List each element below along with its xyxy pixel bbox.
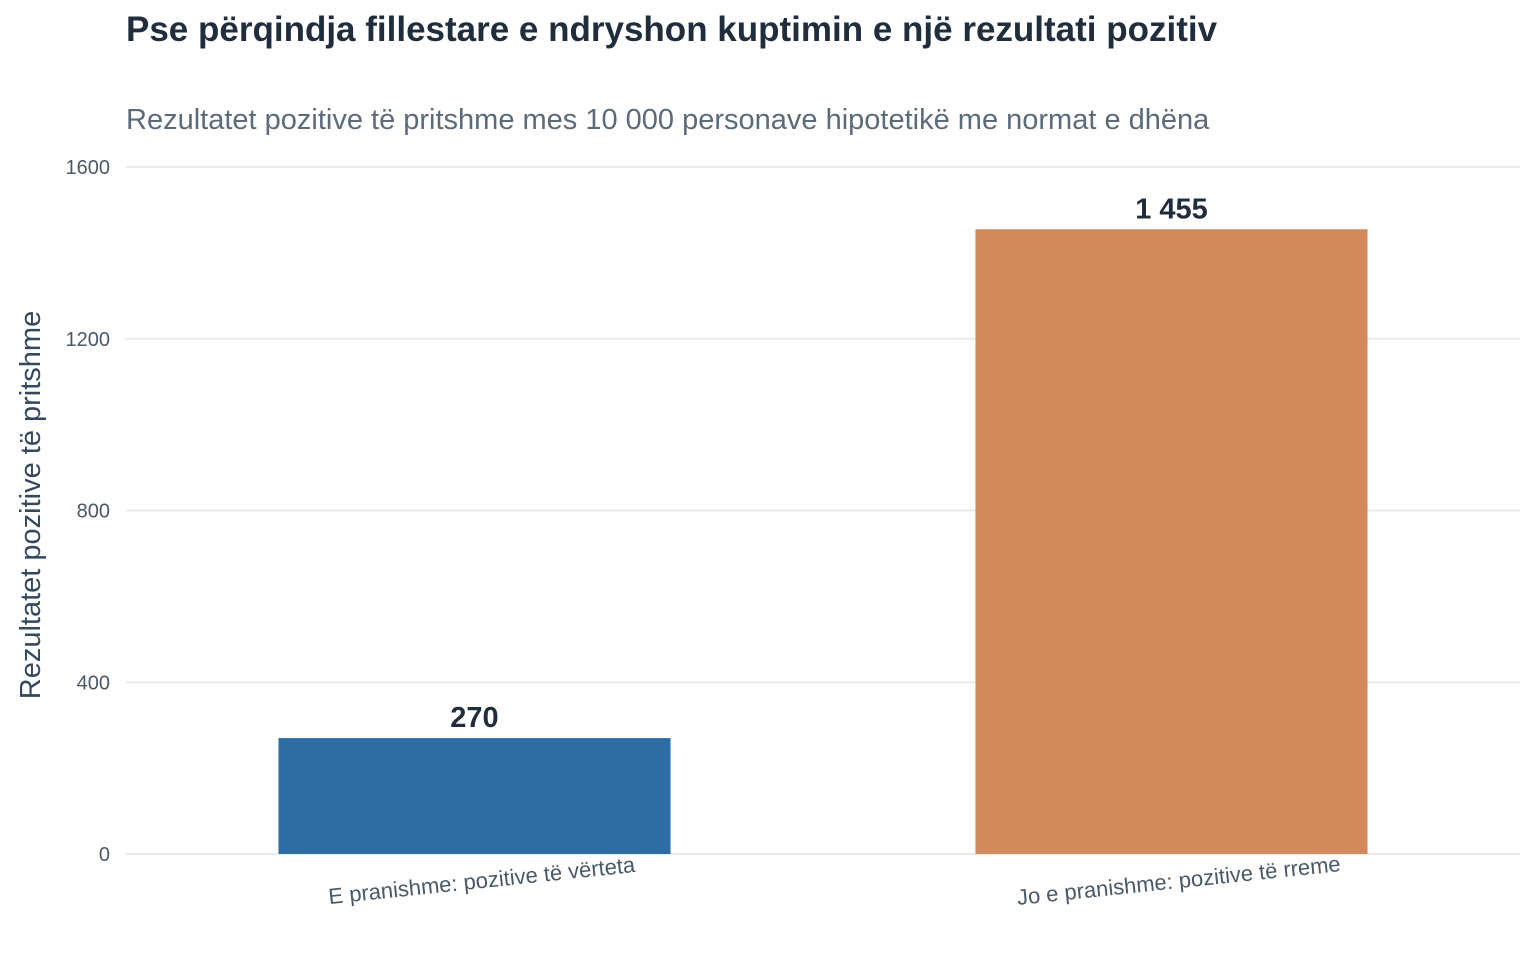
chart-subtitle: Rezultatet pozitive të pritshme mes 10 0…: [126, 104, 1210, 136]
x-tick-label: E pranishme: pozitive të vërteta: [327, 852, 637, 909]
y-tick-label: 1600: [66, 157, 111, 179]
bar-value-label: 270: [450, 702, 498, 734]
y-tick-label: 0: [99, 844, 110, 866]
y-tick-label: 400: [77, 672, 110, 694]
bar: [278, 738, 671, 854]
bar-value-label: 1 455: [1135, 193, 1208, 225]
chart-title: Pse përqindja fillestare e ndryshon kupt…: [126, 10, 1218, 49]
bar: [975, 229, 1368, 854]
bars: [278, 229, 1368, 854]
y-tick-label: 800: [77, 501, 110, 523]
x-axis-ticks: E pranishme: pozitive të vërteta Jo e pra…: [327, 851, 1342, 910]
x-tick-label: Jo e pranishme: pozitive të rreme: [1016, 851, 1342, 910]
y-tick-label: 1200: [66, 329, 111, 351]
y-axis-ticks: 0 400 800 1200 1600: [66, 157, 111, 866]
value-labels: 270 1 455: [450, 193, 1207, 734]
y-axis-title: Rezultatet pozitive të pritshme: [15, 311, 47, 699]
